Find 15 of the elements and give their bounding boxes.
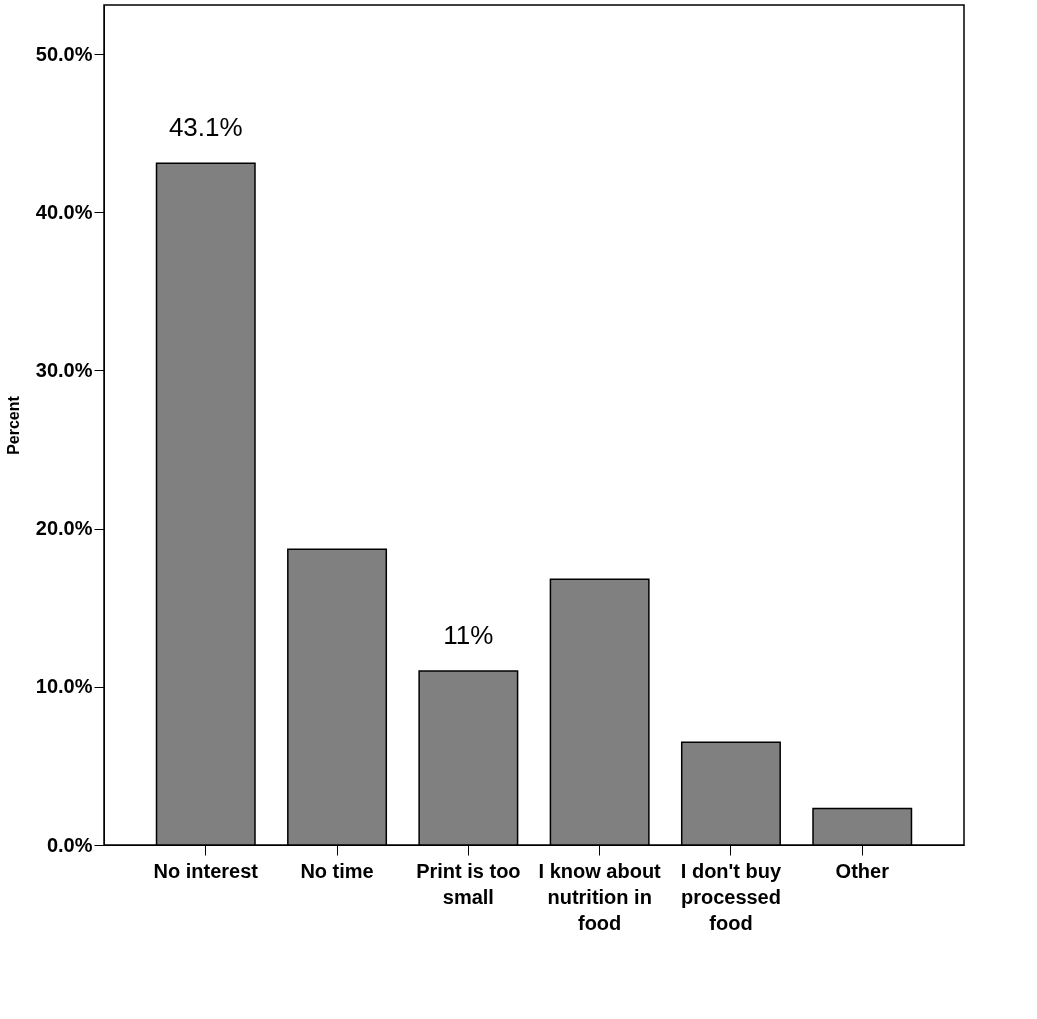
y-tick-label: 0.0% <box>46 833 93 856</box>
y-tick-label: 30.0% <box>35 358 93 381</box>
x-tick-label: No interest <box>153 859 259 882</box>
y-axis-title: Percent <box>4 395 22 455</box>
x-tick-label: I don't buy processed food <box>680 859 782 934</box>
data-label: 11% <box>443 619 494 650</box>
x-tick-label: I know about nutrition in food <box>538 859 662 934</box>
x-tick-label: Print is too small <box>416 859 521 908</box>
y-tick-label: 20.0% <box>35 517 93 540</box>
x-tick-label: Other <box>835 859 890 882</box>
data-label: 43.1% <box>168 112 243 143</box>
x-tick-label: No time <box>300 859 374 882</box>
y-tick-label: 10.0% <box>35 675 93 698</box>
y-tick-label: 40.0% <box>35 200 93 223</box>
y-tick-label: 50.0% <box>35 42 93 65</box>
